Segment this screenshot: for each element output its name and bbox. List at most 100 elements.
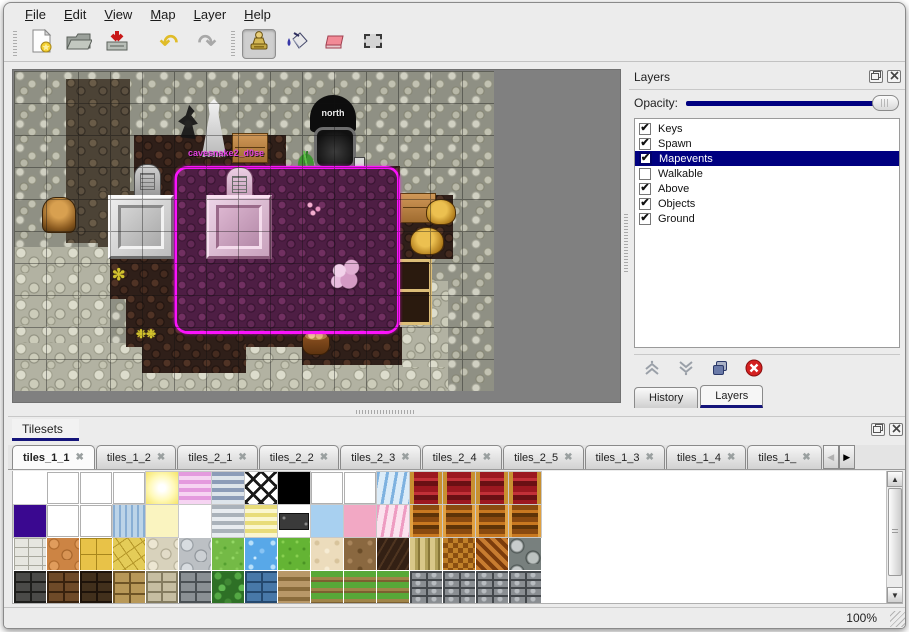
tile-woodstripe[interactable] xyxy=(409,504,443,538)
menu-item-help[interactable]: Help xyxy=(244,7,271,22)
map-viewport[interactable]: ✻ ❉❉ north cavesnake2_d0se xyxy=(12,69,621,403)
tile-pink-solid[interactable] xyxy=(343,504,377,538)
tabs-scroll-right-button[interactable]: ▶ xyxy=(838,445,855,469)
tile-graybrick2[interactable] xyxy=(179,571,211,603)
tile-silver-stripe[interactable] xyxy=(211,504,245,538)
layer-row-keys[interactable]: ✔ Keys xyxy=(635,121,899,136)
layer-visibility-checkbox[interactable]: ✔ xyxy=(639,212,651,225)
scroll-down-button[interactable]: ▼ xyxy=(887,587,902,603)
tile-yellow-glow[interactable] xyxy=(145,471,179,505)
tile-stonewall[interactable] xyxy=(410,571,442,603)
tile-herringbone[interactable] xyxy=(476,538,508,570)
tile-graycobble[interactable] xyxy=(179,538,211,570)
redo-button[interactable]: ↷ xyxy=(190,29,224,59)
close-tab-icon[interactable]: ✖ xyxy=(156,452,166,463)
tileset-tab-tiles_1_2[interactable]: tiles_1_2 ✖ xyxy=(95,445,177,469)
tile-blue-stripe[interactable] xyxy=(211,471,245,505)
tile-metal-plate[interactable] xyxy=(277,504,311,538)
tile-planks[interactable] xyxy=(410,538,442,570)
close-tab-icon[interactable]: ✖ xyxy=(802,452,811,463)
tileset-tab-tiles_2_4[interactable]: tiles_2_4 ✖ xyxy=(421,445,503,469)
opacity-slider[interactable] xyxy=(686,94,899,112)
tile-charbrick[interactable] xyxy=(14,571,46,603)
tile-hedge[interactable] xyxy=(212,571,244,603)
save-button[interactable] xyxy=(100,29,134,59)
tile-curtain[interactable] xyxy=(442,471,476,505)
tile-palebrick[interactable] xyxy=(146,571,178,603)
tile-curtain[interactable] xyxy=(409,471,443,505)
scrollbar-thumb[interactable] xyxy=(888,488,902,576)
tile-stonewall[interactable] xyxy=(509,571,541,603)
tile-logs[interactable] xyxy=(509,538,541,570)
layer-visibility-checkbox[interactable]: ✔ xyxy=(639,197,651,210)
tile-water[interactable] xyxy=(245,538,277,570)
tileset-tab-tiles_1_3[interactable]: tiles_1_3 ✖ xyxy=(584,445,665,469)
tile-woodstripe[interactable] xyxy=(508,504,542,538)
close-tab-icon[interactable]: ✖ xyxy=(401,452,410,463)
menu-item-view[interactable]: View xyxy=(104,7,133,22)
tile-woodstripe[interactable] xyxy=(475,504,509,538)
toolbar-handle[interactable] xyxy=(230,30,236,57)
close-tab-icon[interactable]: ✖ xyxy=(564,452,573,463)
layer-row-above[interactable]: ✔ Above xyxy=(635,181,899,196)
layer-row-objects[interactable]: ✔ Objects xyxy=(635,196,899,211)
delete-layer-button[interactable] xyxy=(744,359,764,381)
tile-curtain[interactable] xyxy=(475,471,509,505)
tile-brightgrass[interactable] xyxy=(278,538,310,570)
close-tab-icon[interactable]: ✖ xyxy=(238,452,247,463)
tile-purple-glass[interactable] xyxy=(47,472,79,504)
tile-purple-glass[interactable] xyxy=(47,505,79,537)
tile-pink-stripe[interactable] xyxy=(178,471,212,505)
duplicate-layer-button[interactable] xyxy=(710,361,730,381)
tile-goldtile[interactable] xyxy=(80,538,112,570)
close-tab-icon[interactable]: ✖ xyxy=(482,452,492,463)
tile-orangestone[interactable] xyxy=(47,538,79,570)
map-selection-rect[interactable] xyxy=(174,166,400,334)
tile-weave[interactable] xyxy=(443,538,475,570)
tile-bluelt-glass[interactable] xyxy=(311,472,343,504)
close-tab-icon[interactable]: ✖ xyxy=(75,452,84,463)
tileset-tab-tiles_1_4[interactable]: tiles_1_4 ✖ xyxy=(665,445,747,469)
tileset-tab-tiles_1_[interactable]: tiles_1_ ✖ xyxy=(747,445,822,469)
tileset-tab-tiles_2_1[interactable]: tiles_2_1 ✖ xyxy=(177,445,258,469)
close-button[interactable] xyxy=(887,70,901,83)
layer-visibility-checkbox[interactable]: ✔ xyxy=(639,182,651,195)
horizontal-splitter[interactable] xyxy=(4,408,905,416)
map-canvas[interactable]: ✻ ❉❉ north cavesnake2_d0se xyxy=(14,71,494,391)
tile-dirtpath[interactable] xyxy=(278,571,310,603)
close-tab-icon[interactable]: ✖ xyxy=(319,452,329,463)
tile-blue-solid[interactable] xyxy=(310,504,344,538)
menu-item-layer[interactable]: Layer xyxy=(193,7,227,22)
stamp-tool-button[interactable] xyxy=(242,28,276,59)
tile-grasspath[interactable] xyxy=(377,571,409,603)
move-layer-up-button[interactable] xyxy=(642,360,662,381)
layer-visibility-checkbox[interactable]: ✔ xyxy=(639,122,651,135)
tile-yellow-stripe[interactable] xyxy=(244,504,278,538)
layer-row-mapevents[interactable]: ✔ Mapevents xyxy=(635,151,899,166)
menu-item-map[interactable]: Map xyxy=(150,7,176,22)
tile-stonewall[interactable] xyxy=(443,571,475,603)
tile-browndirt[interactable] xyxy=(344,538,376,570)
tile-empty[interactable] xyxy=(179,505,211,537)
tile-pink-wavy[interactable] xyxy=(376,504,410,538)
scroll-up-button[interactable]: ▲ xyxy=(887,471,902,487)
tile-lattice[interactable] xyxy=(244,471,278,505)
open-button[interactable] xyxy=(62,29,96,59)
layer-row-ground[interactable]: ✔ Ground xyxy=(635,211,899,226)
tile-blue-glass[interactable] xyxy=(113,472,145,504)
tileset-tab-tiles_1_1[interactable]: tiles_1_1 ✖ xyxy=(12,445,95,469)
layer-row-spawn[interactable]: ✔ Spawn xyxy=(635,136,899,151)
dock-tab-history[interactable]: History xyxy=(634,387,699,408)
tile-empty[interactable] xyxy=(14,472,46,504)
tile-grass[interactable] xyxy=(212,538,244,570)
eraser-tool-button[interactable] xyxy=(318,29,352,59)
move-layer-down-button[interactable] xyxy=(676,361,696,381)
tile-bluebrick[interactable] xyxy=(245,571,277,603)
float-button[interactable] xyxy=(871,423,885,436)
tile-silver-glass[interactable] xyxy=(80,505,112,537)
tile-black[interactable] xyxy=(277,471,311,505)
tile-indigo[interactable] xyxy=(13,504,47,538)
tile-brownbrick[interactable] xyxy=(47,571,79,603)
tile-palecobble[interactable] xyxy=(146,538,178,570)
undo-button[interactable]: ↶ xyxy=(152,29,186,59)
